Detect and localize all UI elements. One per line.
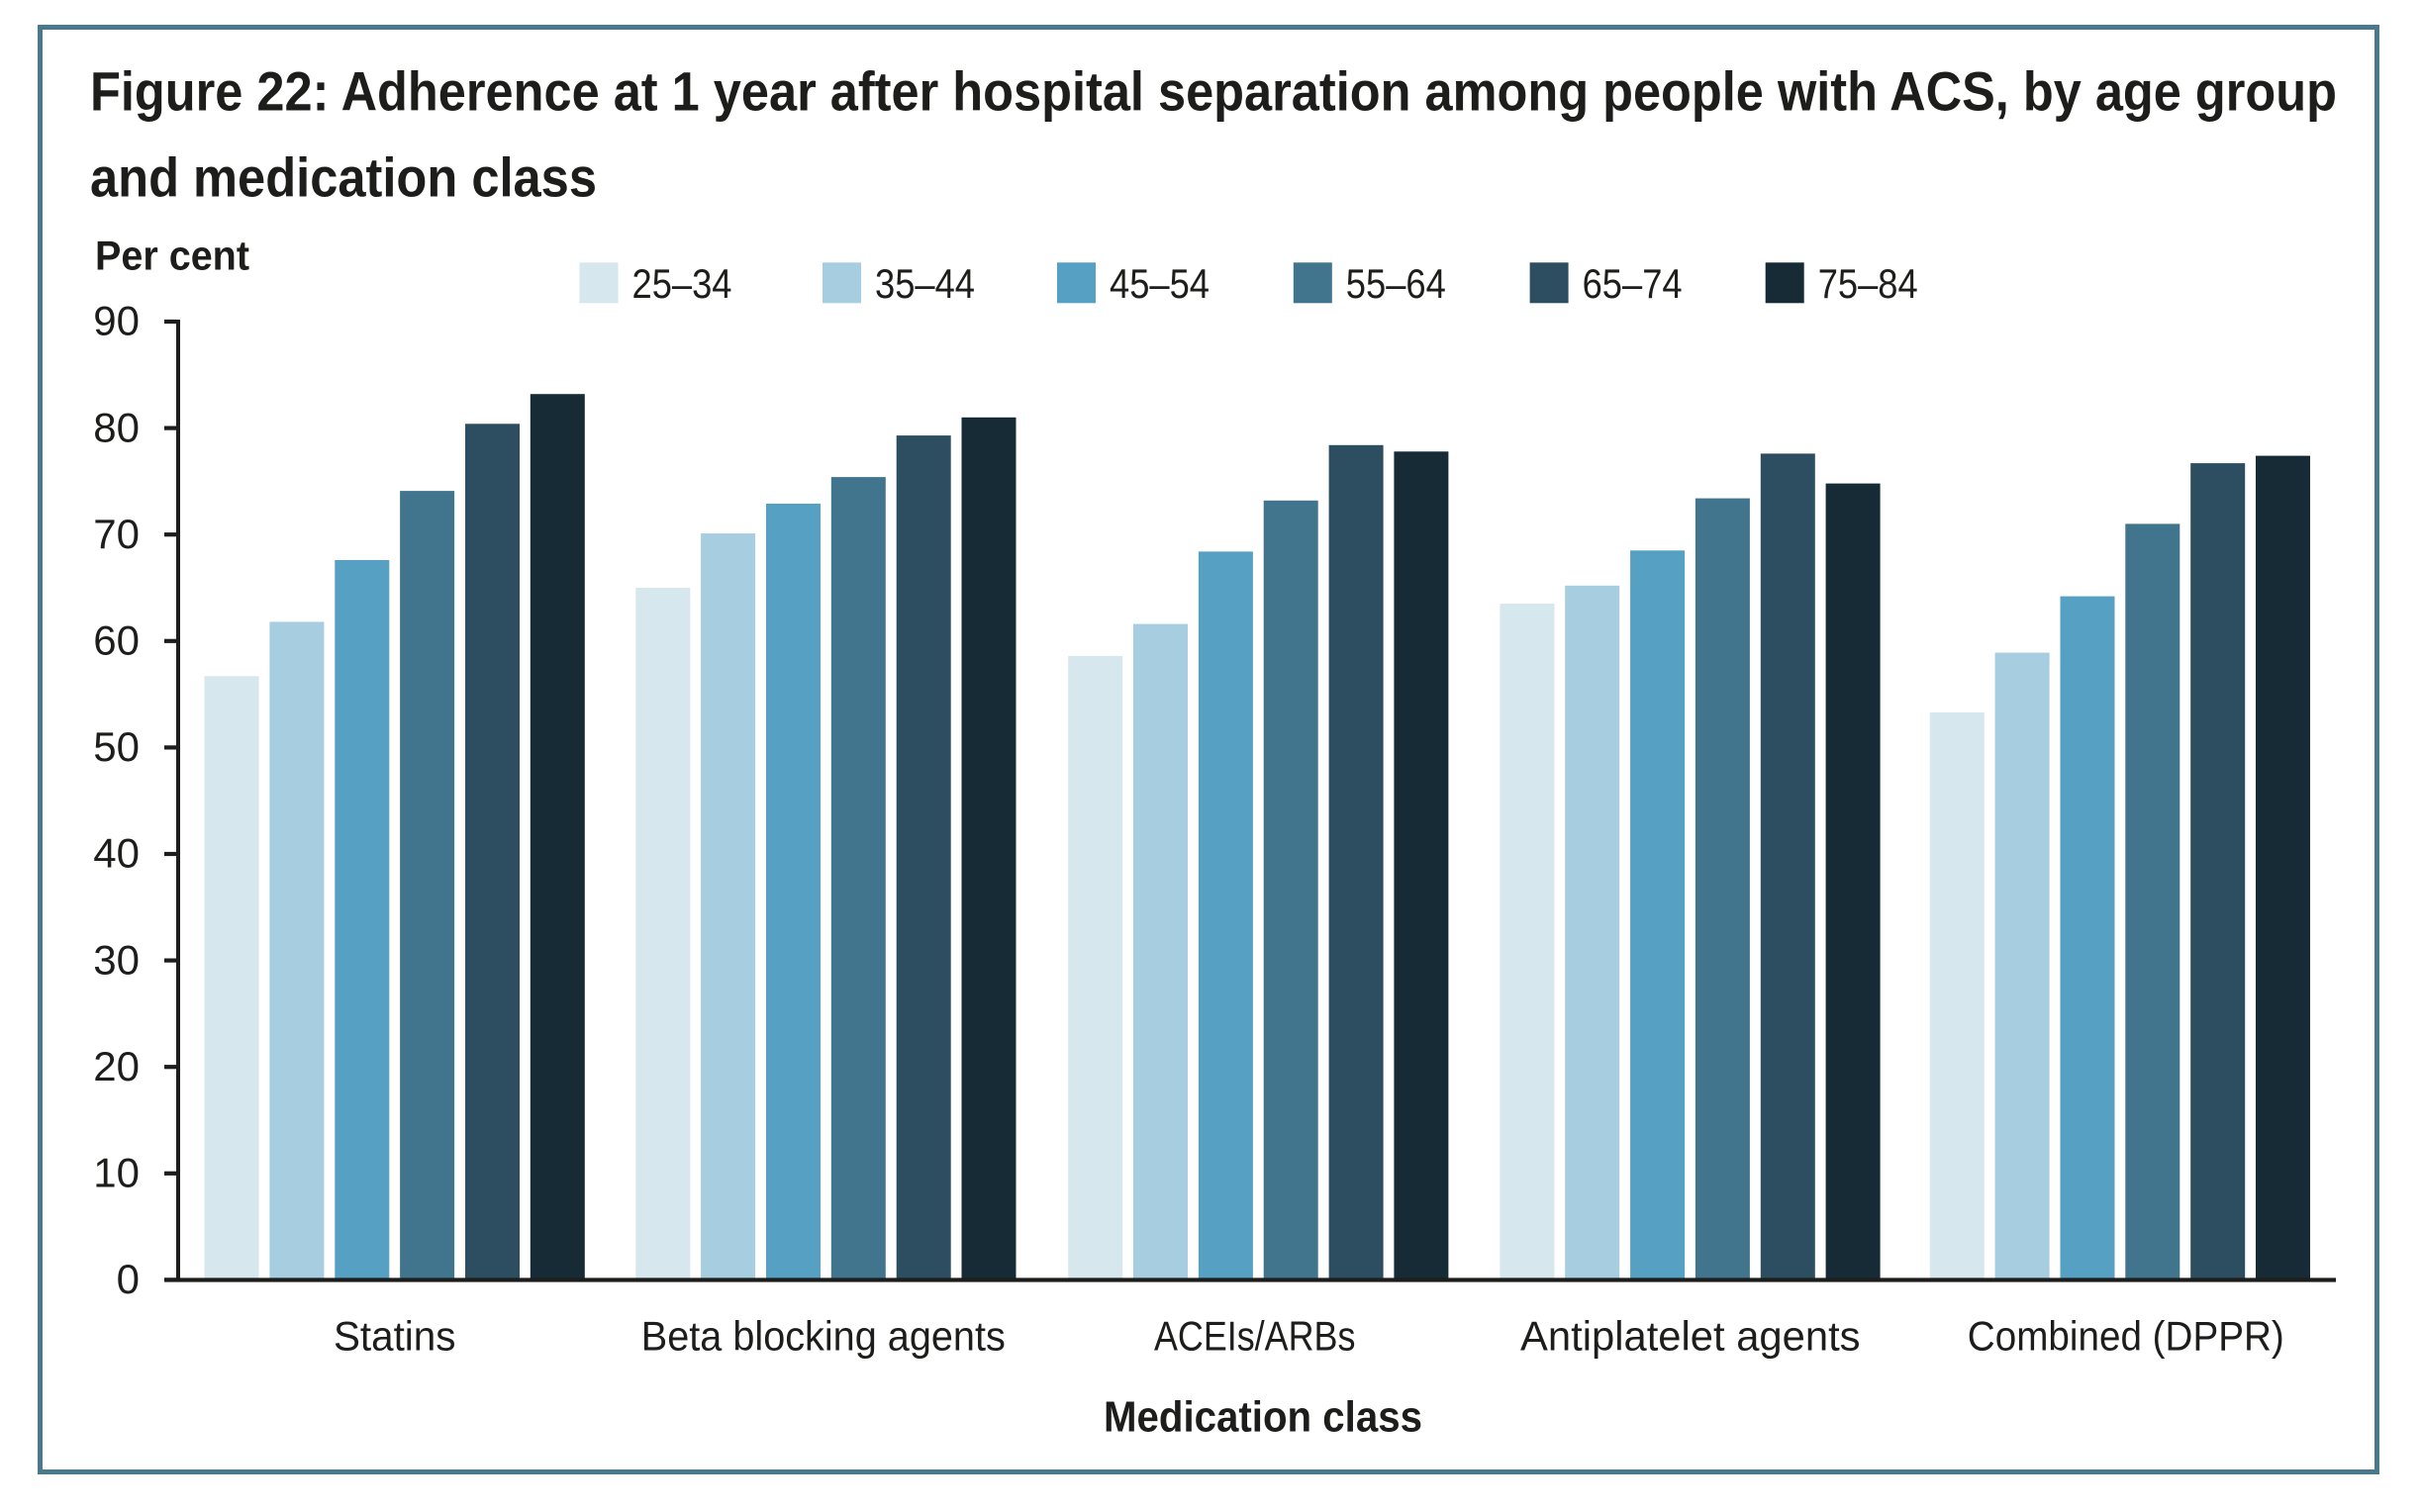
- svg-text:Per cent: Per cent: [95, 233, 249, 279]
- svg-text:90: 90: [93, 298, 140, 344]
- svg-text:Statins: Statins: [334, 1313, 456, 1360]
- svg-text:40: 40: [93, 830, 140, 877]
- svg-text:25–34: 25–34: [632, 260, 732, 307]
- svg-text:35–44: 35–44: [875, 260, 975, 307]
- svg-text:Antiplatelet agents: Antiplatelet agents: [1520, 1313, 1861, 1360]
- svg-text:50: 50: [93, 723, 140, 770]
- svg-text:45–54: 45–54: [1110, 260, 1210, 307]
- svg-text:60: 60: [93, 617, 140, 664]
- svg-text:75–84: 75–84: [1818, 260, 1918, 307]
- svg-text:Figure 22: Adherence at 1 year: Figure 22: Adherence at 1 year after hos…: [90, 60, 2337, 123]
- svg-text:65–74: 65–74: [1583, 260, 1683, 307]
- svg-text:55–64: 55–64: [1346, 260, 1446, 307]
- svg-text:70: 70: [93, 511, 140, 557]
- svg-text:Medication class: Medication class: [1104, 1393, 1422, 1442]
- svg-text:0: 0: [117, 1256, 140, 1302]
- svg-text:80: 80: [93, 404, 140, 450]
- svg-text:ACEIs/ARBs: ACEIs/ARBs: [1154, 1313, 1356, 1360]
- svg-text:20: 20: [93, 1043, 140, 1089]
- svg-text:Beta blocking agents: Beta blocking agents: [641, 1313, 1006, 1360]
- svg-text:and medication class: and medication class: [90, 146, 597, 209]
- svg-text:30: 30: [93, 936, 140, 983]
- svg-text:Combined (DPPR): Combined (DPPR): [1968, 1313, 2284, 1360]
- svg-text:10: 10: [93, 1150, 140, 1196]
